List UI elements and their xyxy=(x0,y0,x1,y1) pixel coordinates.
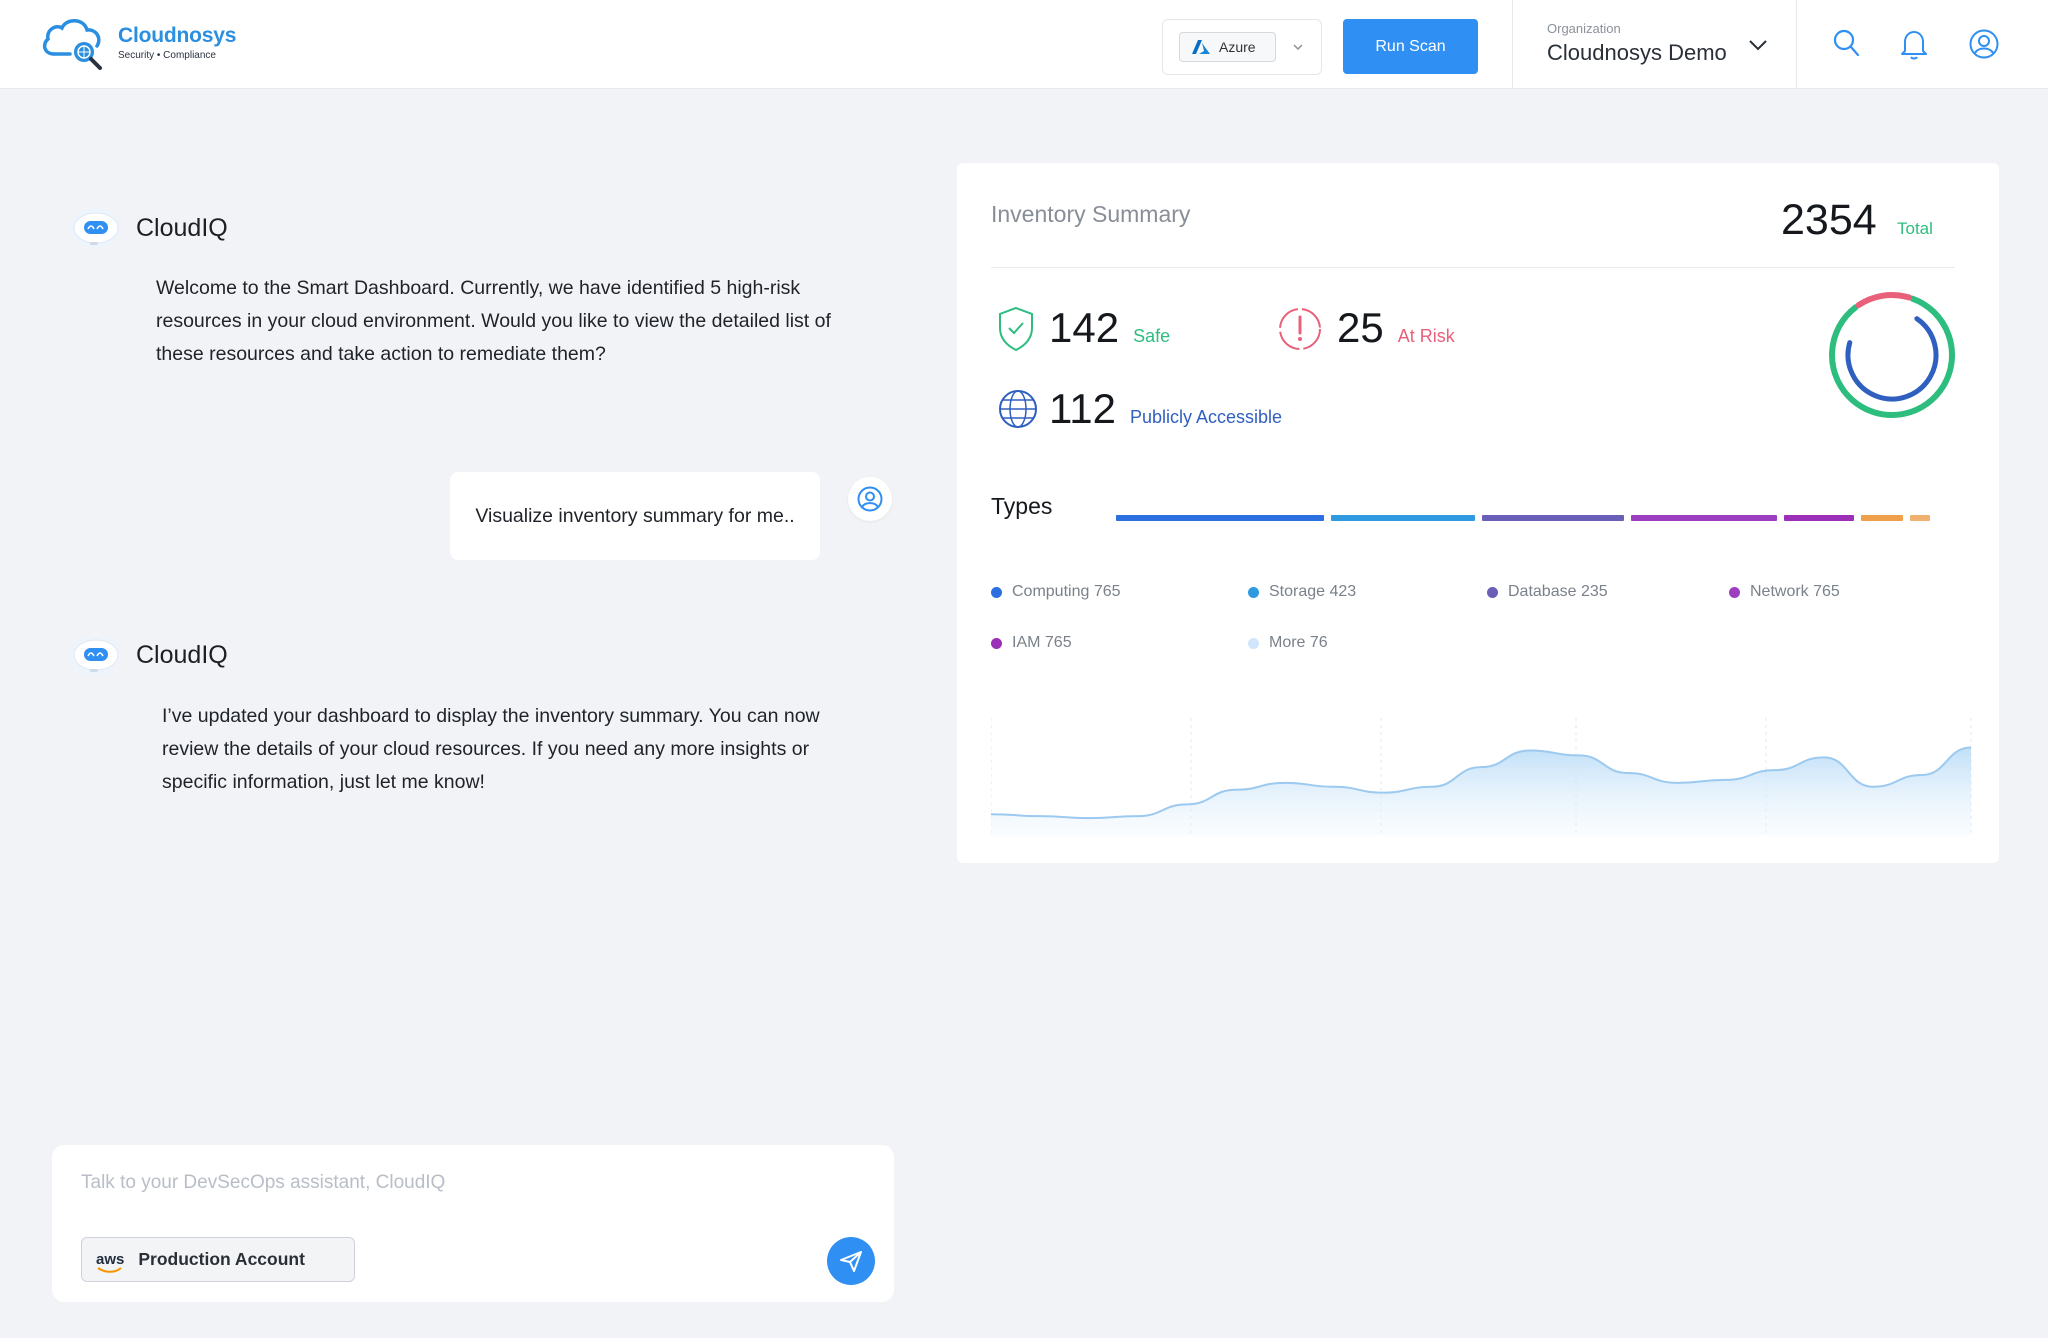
user-message-text: Visualize inventory summary for me.. xyxy=(475,504,795,527)
organization-name[interactable]: Cloudnosys Demo xyxy=(1547,40,1727,65)
header-divider xyxy=(1512,0,1513,89)
brand-logo[interactable]: Cloudnosys Security • Compliance xyxy=(40,14,236,70)
area-line xyxy=(991,746,1972,820)
organization-chevron-down-icon[interactable] xyxy=(1747,35,1769,55)
legend-item-computing: Computing 765 xyxy=(991,583,1121,601)
user-message-bubble: Visualize inventory summary for me.. xyxy=(450,472,820,560)
total-count: 2354 xyxy=(1781,196,1877,244)
legend-dot xyxy=(991,637,1002,649)
cloud-search-logo-icon xyxy=(42,19,102,70)
public-label: Publicly Accessible xyxy=(1129,407,1283,427)
public-stat: 112 Publicly Accessible xyxy=(1049,385,1282,433)
globe-icon xyxy=(999,390,1037,428)
legend-dot xyxy=(1248,586,1259,598)
legend-dot xyxy=(1248,637,1259,649)
safe-label: Safe xyxy=(1133,326,1171,346)
cloudiq-bot-avatar-icon xyxy=(68,208,120,248)
types-bar-segment xyxy=(1784,515,1854,521)
public-count: 112 xyxy=(1049,385,1116,432)
bot-name: CloudIQ xyxy=(136,213,228,242)
cloudiq-bot-avatar-icon xyxy=(68,635,120,675)
bot-header: CloudIQ xyxy=(66,633,228,677)
message-line: specific information, just let me know! xyxy=(162,771,485,793)
legend-label: Computing 765 xyxy=(1012,583,1121,600)
send-paper-plane-icon xyxy=(840,1251,862,1272)
total-label: Total xyxy=(1897,219,1933,238)
safe-stat: 142 Safe xyxy=(1049,304,1170,352)
user-account-icon[interactable] xyxy=(1968,28,2000,60)
legend-label: IAM 765 xyxy=(1012,634,1072,651)
aws-smile-icon xyxy=(97,1267,122,1273)
legend-label: Storage 423 xyxy=(1269,583,1357,600)
types-bar-segment xyxy=(1482,515,1624,521)
chevron-down-icon[interactable] xyxy=(1291,40,1305,54)
legend-dot xyxy=(991,586,1002,598)
legend-item-iam: IAM 765 xyxy=(991,634,1072,652)
user-avatar xyxy=(848,477,892,521)
account-selector-chip[interactable]: aws Production Account xyxy=(81,1237,355,1282)
send-button[interactable] xyxy=(827,1237,875,1285)
search-icon[interactable] xyxy=(1832,28,1860,58)
legend-item-more: More 76 xyxy=(1248,634,1328,652)
cloud-provider-chip[interactable]: Azure xyxy=(1179,32,1276,62)
card-divider xyxy=(991,267,1955,268)
legend-item-storage: Storage 423 xyxy=(1248,583,1356,601)
types-bar-segment xyxy=(1631,515,1777,521)
inventory-summary-card: Inventory Summary 2354 Total 142 Safe 25… xyxy=(957,163,1999,863)
message-line: review the details of your cloud resourc… xyxy=(162,738,810,760)
bot-name: CloudIQ xyxy=(136,640,228,669)
types-bar-segment xyxy=(1116,515,1324,521)
user-avatar-icon xyxy=(857,486,883,512)
top-header: Cloudnosys Security • Compliance Azure R… xyxy=(0,0,2048,89)
organization-label: Organization xyxy=(1547,21,1621,36)
message-line: Welcome to the Smart Dashboard. Currentl… xyxy=(156,277,801,299)
message-line: these resources and take action to remed… xyxy=(156,343,606,365)
bot-message: Welcome to the Smart Dashboard. Currentl… xyxy=(156,272,831,371)
account-label: Production Account xyxy=(138,1249,305,1269)
run-scan-button[interactable]: Run Scan xyxy=(1343,19,1478,74)
aws-logo: aws xyxy=(96,1251,125,1273)
card-title: Inventory Summary xyxy=(991,201,1191,227)
types-bar-segment xyxy=(1910,515,1930,521)
donut-slice-safe xyxy=(1829,295,1955,418)
brand-name: Cloudnosys xyxy=(118,23,237,47)
notification-bell-icon[interactable] xyxy=(1900,28,1928,60)
legend-dot xyxy=(1487,586,1498,598)
alert-icon xyxy=(1279,308,1321,350)
message-line: resources in your cloud environment. Wou… xyxy=(156,310,831,332)
azure-icon xyxy=(1192,40,1210,54)
shield-check-icon xyxy=(999,306,1033,352)
at-risk-label: At Risk xyxy=(1397,326,1455,346)
trend-area-chart xyxy=(991,718,1972,836)
at-risk-stat: 25 At Risk xyxy=(1337,304,1455,352)
area-fill xyxy=(991,747,1971,836)
cloud-provider-label: Azure xyxy=(1219,39,1256,55)
legend-label: Network 765 xyxy=(1750,583,1840,600)
donut-inner-ring-public xyxy=(1845,316,1939,402)
legend-item-database: Database 235 xyxy=(1487,583,1608,601)
message-line: I’ve updated your dashboard to display t… xyxy=(162,705,820,727)
legend-dot xyxy=(1729,586,1740,598)
header-divider xyxy=(1796,0,1797,89)
aws-logo-text: aws xyxy=(96,1251,125,1268)
brand-tagline: Security • Compliance xyxy=(118,49,216,61)
legend-label: Database 235 xyxy=(1508,583,1608,600)
types-title: Types xyxy=(991,493,1053,519)
at-risk-count: 25 xyxy=(1337,304,1384,351)
legend-item-network: Network 765 xyxy=(1729,583,1840,601)
inventory-donut-chart xyxy=(1829,292,1955,418)
chat-input-field[interactable]: Talk to your DevSecOps assistant, CloudI… xyxy=(81,1172,446,1193)
cloud-provider-select[interactable]: Azure xyxy=(1162,19,1322,75)
donut-slice-at-risk xyxy=(1855,292,1913,309)
bot-header: CloudIQ xyxy=(66,206,228,250)
chat-input-panel: Talk to your DevSecOps assistant, CloudI… xyxy=(52,1145,894,1302)
types-bar-segment xyxy=(1331,515,1475,521)
bot-message: I’ve updated your dashboard to display t… xyxy=(162,700,820,799)
legend-label: More 76 xyxy=(1269,634,1328,651)
types-bar-segment xyxy=(1861,515,1903,521)
safe-count: 142 xyxy=(1049,304,1120,351)
